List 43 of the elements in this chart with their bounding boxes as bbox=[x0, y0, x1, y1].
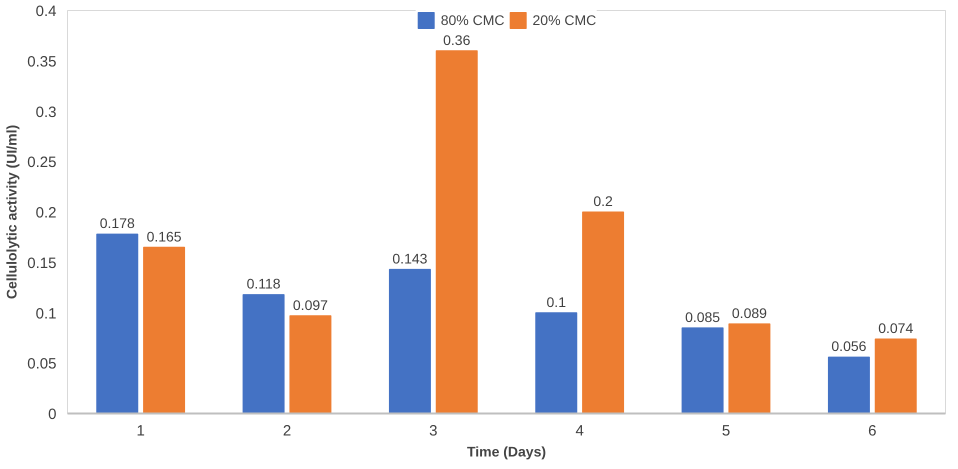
data-label: 0.089 bbox=[732, 304, 768, 321]
y-tick-label: 0.35 bbox=[27, 53, 57, 70]
data-label: 0.143 bbox=[392, 250, 428, 266]
y-tick-label: 0.3 bbox=[36, 104, 57, 121]
x-tick-label: 2 bbox=[282, 422, 292, 440]
y-tick-label: 0.1 bbox=[36, 305, 57, 322]
y-tick-label: 0.4 bbox=[36, 3, 57, 20]
x-tick-label: 1 bbox=[136, 422, 145, 440]
y-tick-label: 0 bbox=[48, 406, 56, 423]
data-label: 0.118 bbox=[246, 276, 281, 292]
y-tick-label: 0.25 bbox=[27, 154, 57, 172]
data-label: 0.074 bbox=[878, 320, 914, 336]
bar bbox=[143, 246, 186, 414]
bar bbox=[682, 327, 724, 414]
bar bbox=[96, 234, 138, 414]
y-tick-label: 0.05 bbox=[27, 356, 57, 373]
y-tick-label: 0.15 bbox=[27, 254, 57, 272]
x-tick-label: 4 bbox=[575, 422, 584, 440]
bar bbox=[535, 312, 578, 414]
bar bbox=[388, 268, 431, 414]
legend-label: 20% CMC bbox=[532, 12, 596, 28]
x-tick-label: 3 bbox=[429, 422, 438, 440]
data-label: 0.1 bbox=[546, 294, 566, 310]
data-label: 0.085 bbox=[685, 308, 720, 325]
bar bbox=[289, 315, 332, 414]
legend-label: 80% CMC bbox=[440, 12, 504, 28]
data-label: 0.2 bbox=[593, 193, 614, 209]
bar bbox=[874, 338, 917, 414]
data-label: 0.056 bbox=[831, 338, 867, 354]
x-axis-title: Time (Days) bbox=[466, 444, 546, 460]
y-tick-label: 0.2 bbox=[36, 204, 57, 222]
bar bbox=[828, 356, 870, 414]
bar bbox=[242, 294, 285, 414]
x-tick-label: 5 bbox=[722, 422, 730, 440]
bar bbox=[436, 50, 478, 414]
data-label: 0.36 bbox=[443, 32, 471, 48]
data-label: 0.097 bbox=[292, 296, 328, 313]
bar bbox=[728, 323, 770, 414]
data-label: 0.165 bbox=[146, 228, 182, 244]
bar bbox=[582, 212, 624, 414]
x-tick-label: 6 bbox=[868, 422, 877, 440]
data-label: 0.178 bbox=[100, 215, 135, 232]
y-axis-title: Cellulolytic activity (UI/ml) bbox=[3, 124, 20, 300]
